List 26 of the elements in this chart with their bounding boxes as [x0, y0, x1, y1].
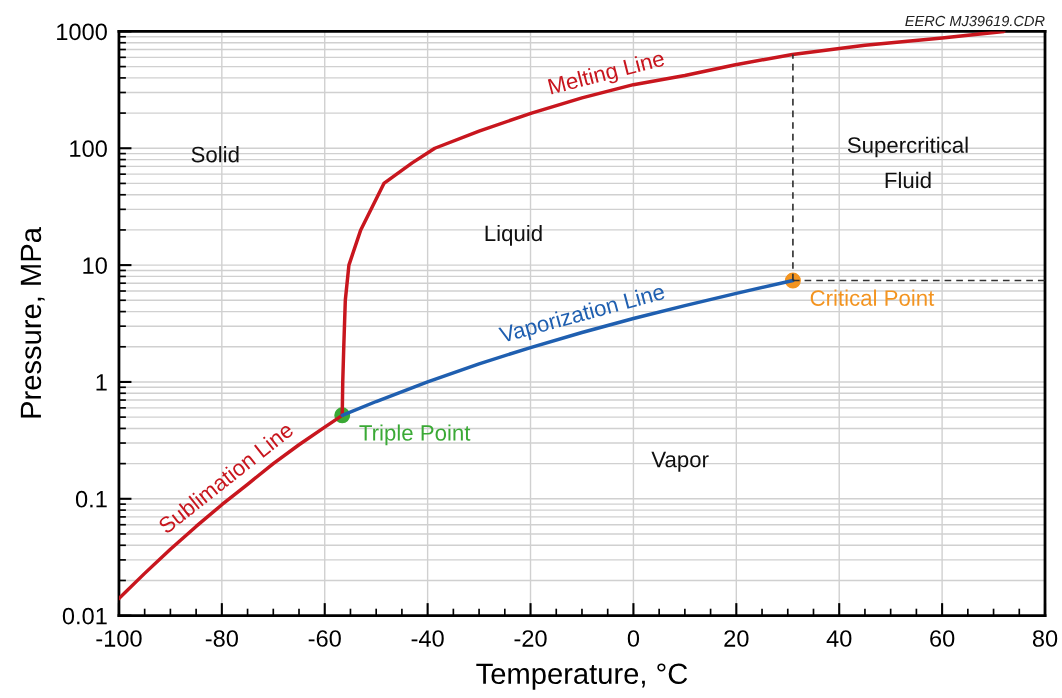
- y-tick-label: 1000: [57, 23, 107, 41]
- x-tick-label: 0: [627, 630, 640, 647]
- y-tick-label: 0.01: [62, 607, 107, 625]
- x-tick-label: 80: [1032, 630, 1058, 647]
- annotation: Vapor: [651, 451, 709, 472]
- x-tick-label: 40: [826, 630, 852, 647]
- series-label: Critical Point: [810, 289, 935, 306]
- series-label: Triple Point: [359, 424, 471, 446]
- annotation: Liquid: [485, 224, 542, 246]
- x-tick-label: 60: [930, 630, 955, 647]
- y-tick-label: 100: [70, 140, 107, 158]
- text: Melting Line: [547, 49, 667, 99]
- x-tick-label: -80: [205, 630, 238, 647]
- annotation: Solid: [191, 146, 239, 163]
- y-axis-title: Pressure, MPa: [20, 227, 45, 418]
- x-tick-label: -20: [514, 630, 547, 647]
- y-tick-label: 0.1: [75, 490, 107, 508]
- x-tick-label: -100: [96, 630, 142, 647]
- x-axis-title: Temperature, °C: [476, 663, 688, 690]
- text: EERC MJ39619.CDR: [905, 15, 1045, 27]
- annotation: Supercritical Fluid: [847, 136, 968, 189]
- x-tick-label: -60: [308, 630, 341, 647]
- y-tick-label: 1: [96, 374, 107, 391]
- x-tick-label: 20: [724, 630, 749, 647]
- x-tick-label: -40: [411, 630, 444, 647]
- y-tick-label: 10: [83, 257, 107, 274]
